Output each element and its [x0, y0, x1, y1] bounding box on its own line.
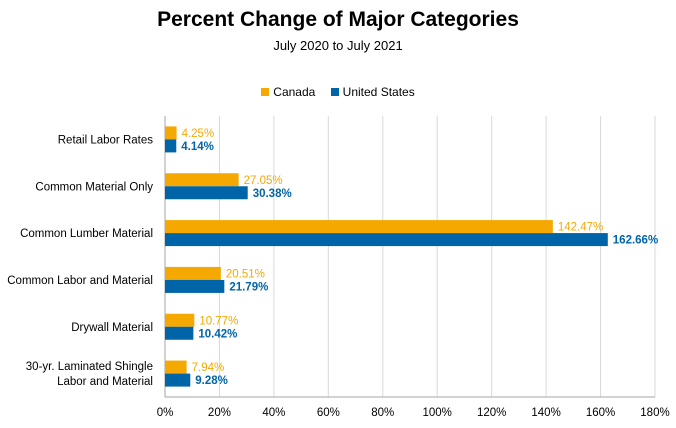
x-tick-label: 100% [423, 407, 452, 419]
data-label-canada: 142.47% [558, 222, 603, 234]
data-label-united-states: 10.42% [198, 328, 237, 340]
data-label-canada: 20.51% [226, 268, 265, 280]
category-label: 30-yr. Laminated Shingle Labor and Materi… [26, 361, 153, 388]
category-label: Common Material Only [35, 181, 153, 193]
bar-united-states [165, 326, 194, 340]
data-label-united-states: 162.66% [613, 235, 658, 247]
legend: Canada United States [0, 85, 676, 99]
x-tick-label: 140% [531, 407, 560, 419]
x-tick-label: 0% [157, 407, 174, 419]
bar-canada [165, 313, 195, 327]
data-label-united-states: 21.79% [229, 281, 268, 293]
bar-united-states [165, 186, 248, 200]
legend-label-united-states: United States [342, 85, 415, 99]
data-label-united-states: 9.28% [195, 375, 228, 387]
chart-title: Percent Change of Major Categories [157, 8, 519, 31]
bar-canada [165, 126, 177, 140]
data-label-canada: 10.77% [199, 315, 238, 327]
x-tick-label: 20% [208, 407, 231, 419]
data-label-united-states: 4.14% [181, 141, 214, 153]
bar-united-states [165, 279, 225, 293]
data-label-canada: 4.25% [182, 128, 215, 140]
category-label: Retail Labor Rates [58, 134, 153, 146]
x-tick-label: 60% [317, 407, 340, 419]
bar-united-states [165, 139, 177, 153]
bar-canada [165, 360, 187, 374]
category-label: Common Labor and Material [7, 275, 153, 287]
x-tick-label: 160% [586, 407, 615, 419]
bar-united-states [165, 233, 608, 247]
data-label-canada: 27.05% [244, 175, 283, 187]
legend-swatch-united-states [330, 88, 339, 96]
data-label-canada: 7.94% [192, 362, 225, 374]
x-tick-label: 180% [640, 407, 669, 419]
legend-swatch-canada [261, 88, 270, 96]
x-tick-label: 80% [371, 407, 394, 419]
x-tick-label: 40% [262, 407, 285, 419]
category-label: Common Lumber Material [20, 228, 153, 240]
legend-label-canada: Canada [273, 85, 316, 99]
category-label: Drywall Material [71, 322, 153, 334]
bar-canada [165, 220, 553, 234]
x-tick-label: 120% [477, 407, 506, 419]
bar-canada [165, 266, 221, 280]
legend-item-canada: Canada [261, 85, 315, 99]
legend-item-united-states: United States [330, 85, 415, 99]
bar-united-states [165, 373, 191, 387]
data-label-united-states: 30.38% [253, 188, 292, 200]
bar-canada [165, 173, 239, 187]
chart-subtitle: July 2020 to July 2021 [273, 38, 403, 53]
